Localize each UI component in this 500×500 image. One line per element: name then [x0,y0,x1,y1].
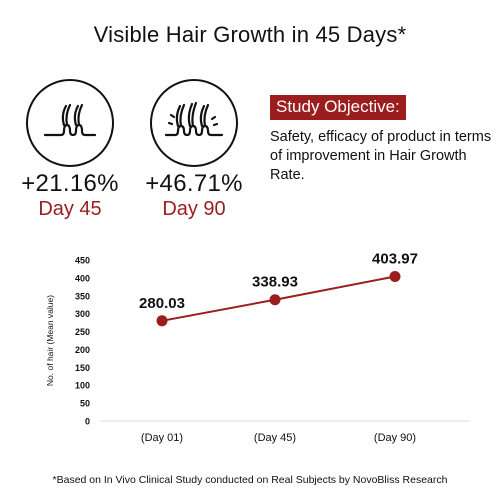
page-title: Visible Hair Growth in 45 Days* [93,22,407,47]
stat-day-45: +21.16% Day 45 [10,79,130,221]
y-tick-label: 400 [75,273,90,283]
data-label: 280.03 [139,295,185,312]
footnote: *Based on In Vivo Clinical Study conduct… [52,474,448,486]
x-tick-label: (Day 01) [141,432,183,444]
y-tick-label: 0 [85,417,90,427]
y-tick-label: 450 [75,256,90,266]
stat-value: +21.16% [21,170,119,197]
y-tick-label: 200 [75,345,90,355]
stat-value: +46.71% [145,170,243,197]
stat-day: Day 90 [162,198,226,220]
y-tick-label: 350 [75,291,90,301]
stat-day-90: +46.71% Day 90 [134,79,254,221]
hair-follicle-icon [26,79,114,167]
y-tick-label: 250 [75,327,90,337]
stat-day: Day 45 [38,198,102,220]
data-point [389,270,401,282]
objective-text: Safety, efficacy of product in terms of … [270,129,492,183]
data-label: 338.93 [252,274,298,291]
objective-label: Study Objective: [270,95,406,120]
x-tick-label: (Day 90) [374,432,416,444]
data-label: 403.97 [372,250,418,267]
data-point [156,315,168,327]
study-objective: Study Objective: Safety, efficacy of pro… [270,95,495,185]
y-tick-label: 300 [75,309,90,319]
line-chart: 0 50 100 150 200 250 300 350 400 450 No. of hair (… [45,250,470,444]
y-tick-label: 50 [80,399,90,409]
x-tick-label: (Day 45) [254,432,296,444]
y-axis-label: No. of hair (Mean value) [45,295,55,386]
data-point [269,294,281,306]
y-tick-label: 100 [75,381,90,391]
y-tick-label: 150 [75,363,90,373]
hair-growth-icon [150,79,238,167]
